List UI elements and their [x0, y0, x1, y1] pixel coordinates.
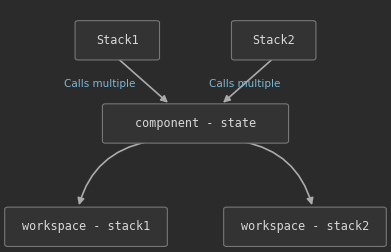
FancyBboxPatch shape [102, 104, 289, 143]
Text: workspace - stack2: workspace - stack2 [241, 220, 369, 233]
FancyBboxPatch shape [224, 207, 386, 246]
Text: Stack1: Stack1 [96, 34, 139, 47]
Text: Calls multiple: Calls multiple [209, 79, 280, 89]
Text: Calls multiple: Calls multiple [64, 79, 135, 89]
Text: component - state: component - state [135, 117, 256, 130]
FancyBboxPatch shape [231, 21, 316, 60]
FancyBboxPatch shape [5, 207, 167, 246]
FancyBboxPatch shape [75, 21, 160, 60]
Text: workspace - stack1: workspace - stack1 [22, 220, 150, 233]
Text: Stack2: Stack2 [252, 34, 295, 47]
